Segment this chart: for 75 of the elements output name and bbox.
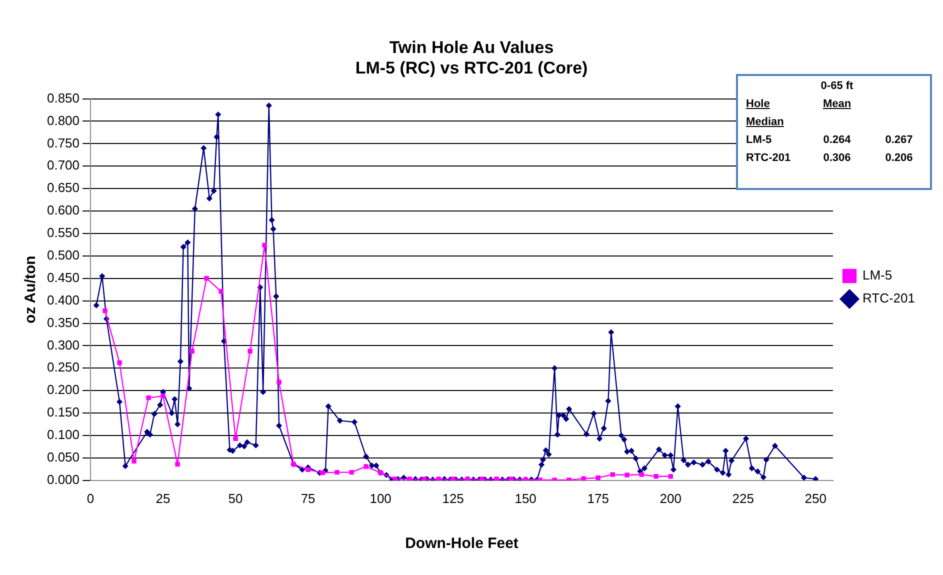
x-tick-label: 75 (300, 490, 316, 506)
point (450, 476, 456, 480)
x-tick-label: 50 (228, 490, 243, 506)
point (610, 472, 615, 477)
legend-label: LM-5 (862, 268, 892, 283)
y-tick-label: 0.050 (46, 450, 80, 465)
point (248, 348, 252, 354)
point (175, 462, 180, 467)
point (639, 472, 644, 477)
point (102, 308, 108, 314)
y-tick-label: 0.850 (46, 90, 80, 106)
point (132, 458, 136, 464)
chart-subtitle: LM-5 (RC) vs RTC-201 (Core) (355, 58, 588, 78)
x-tick-label: 150 (514, 490, 536, 506)
x-tick-label: 175 (587, 490, 609, 506)
point (392, 476, 398, 480)
y-tick-label: 0.150 (46, 404, 80, 420)
point (480, 476, 484, 480)
point (146, 395, 151, 400)
point (190, 348, 194, 354)
y-tick-label: 0.100 (46, 427, 80, 442)
point (364, 464, 368, 469)
x-tick-label: 225 (732, 490, 754, 506)
point (262, 242, 267, 248)
point (117, 360, 122, 366)
point (596, 475, 600, 480)
y-tick-label: 0.200 (46, 382, 80, 398)
x-tick-label: 100 (370, 490, 392, 506)
legend-label: RTC-201 (862, 290, 916, 306)
annotation: 0.264 (822, 134, 852, 146)
point (508, 476, 514, 480)
point (349, 470, 354, 475)
y-tick-label: 0.700 (46, 158, 80, 173)
x-axis-title: Down-Hole Feet (405, 535, 518, 552)
annotation: LM-5 (746, 134, 773, 146)
point (160, 394, 166, 398)
y-tick-label: 0.600 (46, 202, 80, 218)
point (668, 474, 673, 479)
y-tick-label: 0.350 (46, 314, 80, 330)
annotation: Hole (746, 98, 771, 110)
y-tick-label: 0.450 (46, 270, 80, 285)
point (624, 472, 630, 478)
point (233, 436, 238, 442)
y-axis-title: oz Au/ton (22, 256, 40, 324)
x-tick-label: 200 (660, 490, 682, 506)
x-tick-label: 250 (804, 490, 826, 506)
x-tick-label: 25 (156, 490, 170, 506)
annotation: Median (746, 116, 785, 128)
point (276, 380, 282, 384)
point (306, 467, 310, 472)
text: 0.206 (885, 152, 913, 164)
annotation: RTC-201 (746, 152, 792, 164)
x-tick-label: 0 (86, 490, 94, 506)
annotation: Mean (822, 98, 852, 110)
point (204, 276, 209, 281)
point (218, 289, 224, 294)
point (334, 470, 340, 475)
annotation: 0.306 (822, 152, 852, 164)
y-tick-label: 0.400 (46, 292, 80, 308)
y-tick-label: 0.300 (46, 337, 80, 352)
chart-title: Twin Hole Au Values (389, 38, 554, 57)
point (422, 476, 426, 480)
y-tick-label: 0.500 (46, 248, 80, 263)
text: 0.267 (885, 134, 913, 146)
y-tick-label: 0.550 (46, 225, 80, 240)
y-tick-label: 0.250 (46, 360, 80, 375)
y-tick-label: 0.650 (46, 180, 80, 196)
x-tick-label: 125 (442, 490, 464, 506)
text: 0-65 ft (820, 80, 854, 92)
point (581, 476, 586, 480)
point (654, 474, 658, 479)
y-tick-label: 0.800 (46, 112, 80, 128)
point (320, 470, 325, 476)
y-tick-label: 0.000 (46, 472, 80, 487)
y-tick-label: 0.750 (46, 135, 80, 150)
